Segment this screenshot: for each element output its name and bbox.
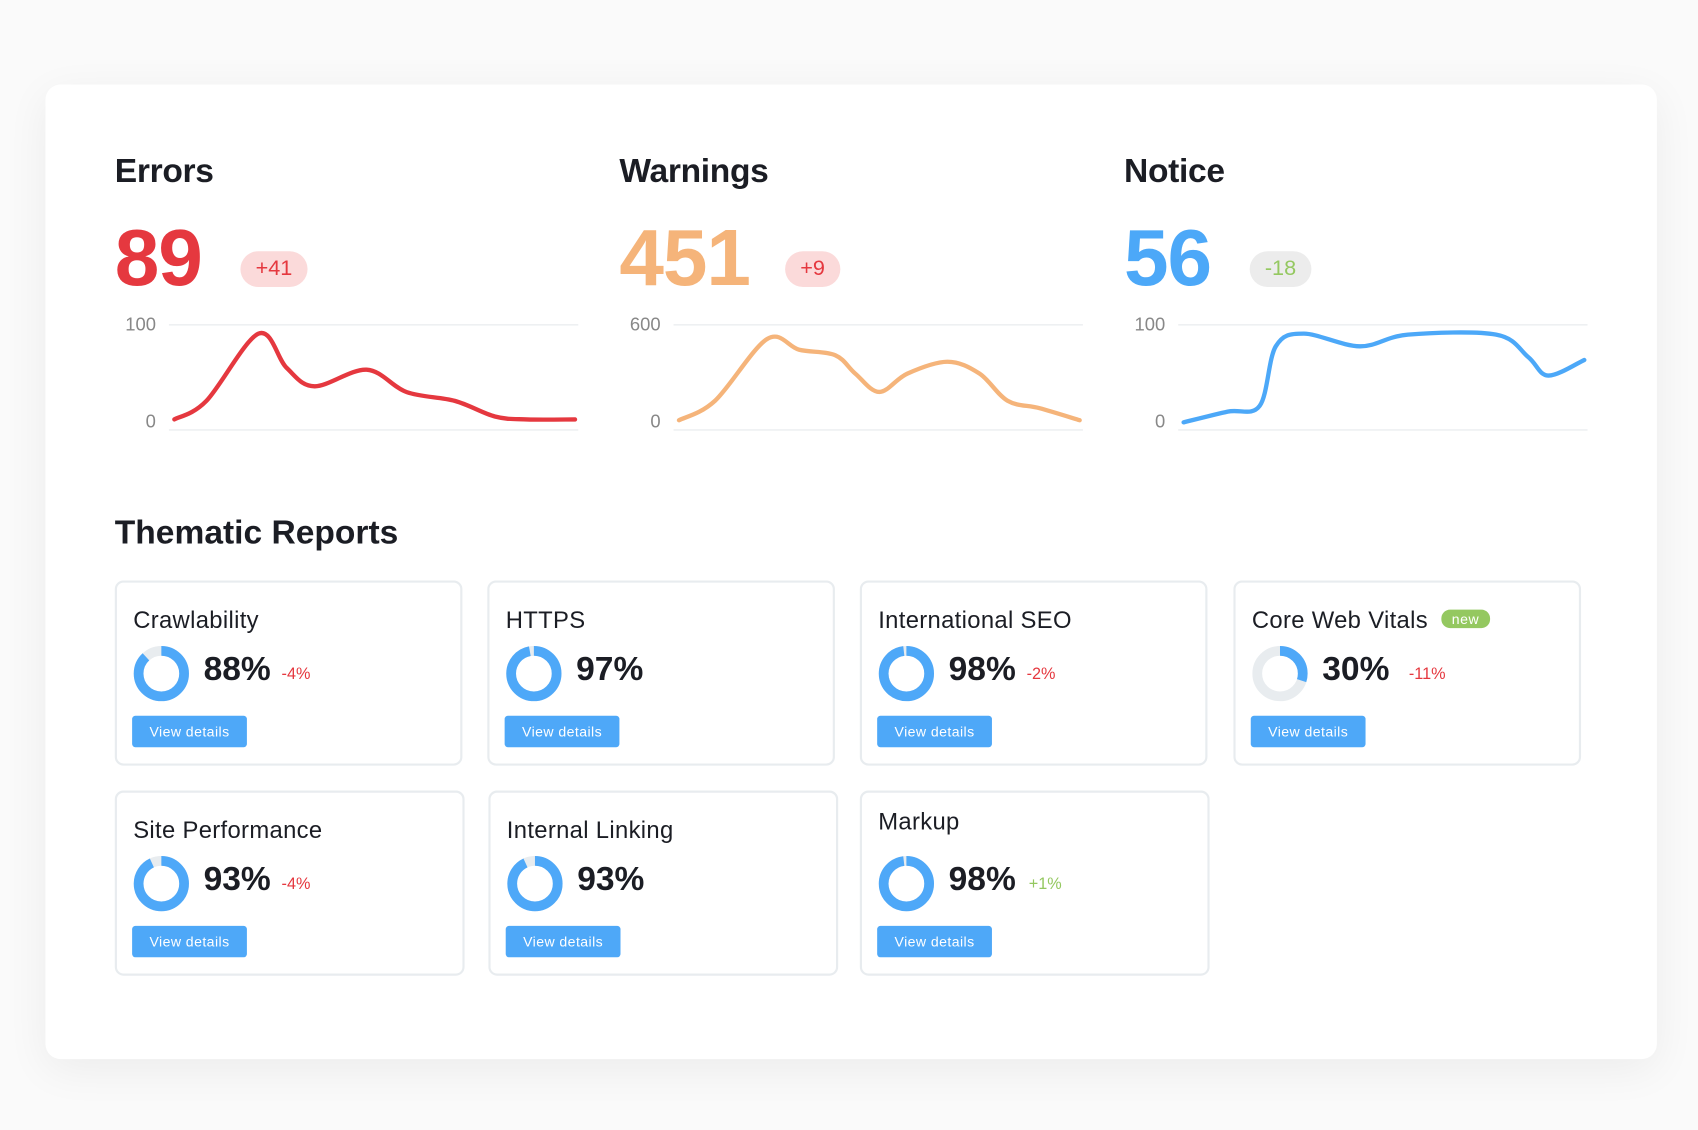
progress-donut bbox=[878, 645, 935, 702]
y-tick-label-min: 0 bbox=[650, 411, 661, 433]
report-change: +1% bbox=[1028, 874, 1062, 894]
report-title: Internal Linking bbox=[506, 816, 674, 844]
view-details-button[interactable]: View details bbox=[132, 715, 247, 748]
report-card-markup: Markup 98% +1% View details bbox=[859, 790, 1210, 976]
report-percent: 93% bbox=[577, 859, 645, 898]
progress-donut bbox=[878, 856, 935, 912]
report-card-https: HTTPS 97% View details bbox=[487, 580, 835, 766]
view-details-button[interactable]: View details bbox=[132, 925, 247, 958]
metric-delta-badge: +9 bbox=[785, 251, 841, 287]
metric-chart: 100 0 bbox=[115, 314, 581, 444]
report-change: -2% bbox=[1026, 664, 1056, 684]
metric-value: 56 bbox=[1124, 212, 1212, 303]
line-chart bbox=[1178, 324, 1588, 431]
metric-errors: Errors 89 +41 100 0 bbox=[114, 151, 581, 432]
metric-title: Warnings bbox=[619, 151, 769, 190]
donut-fill bbox=[507, 856, 563, 912]
metric-value: 89 bbox=[114, 212, 203, 303]
report-title-row: International SEO bbox=[878, 606, 1072, 634]
metric-title: Notice bbox=[1124, 151, 1225, 190]
progress-donut bbox=[506, 645, 562, 702]
report-card-international-seo: International SEO 98% -2% View details bbox=[859, 580, 1208, 766]
report-title-row: Internal Linking bbox=[507, 817, 674, 845]
series-line bbox=[676, 334, 1082, 423]
donut-fill bbox=[133, 856, 189, 912]
metric-chart: 600 0 bbox=[619, 314, 1085, 444]
series-line bbox=[1181, 330, 1587, 425]
report-title: International SEO bbox=[878, 606, 1072, 634]
view-details-button[interactable]: View details bbox=[1250, 715, 1366, 748]
metric-title: Errors bbox=[114, 151, 214, 190]
y-tick-label-min: 0 bbox=[145, 411, 156, 433]
report-percent: 98% bbox=[948, 649, 1016, 688]
y-tick-label-max: 600 bbox=[629, 314, 661, 335]
report-change: -11% bbox=[1408, 664, 1446, 684]
series-line bbox=[172, 331, 578, 422]
view-details-button[interactable]: View details bbox=[505, 925, 621, 958]
progress-donut bbox=[1252, 645, 1308, 702]
metric-delta-badge: -18 bbox=[1249, 251, 1312, 287]
metric-value: 451 bbox=[619, 212, 751, 303]
metric-chart: 100 0 bbox=[1124, 314, 1590, 444]
report-title-row: HTTPS bbox=[506, 606, 586, 634]
report-title: Crawlability bbox=[133, 606, 259, 634]
report-percent: 97% bbox=[576, 649, 644, 688]
y-tick-label-max: 100 bbox=[125, 314, 156, 335]
metric-notice: Notice 56 -18 100 0 bbox=[1124, 151, 1590, 432]
view-details-button[interactable]: View details bbox=[877, 715, 992, 748]
y-tick-label-max: 100 bbox=[1134, 314, 1166, 335]
donut-fill bbox=[1252, 645, 1308, 702]
report-title: HTTPS bbox=[505, 606, 586, 634]
metric-delta-badge: +41 bbox=[240, 251, 308, 287]
report-card-site-performance: Site Performance 93% -4% View details bbox=[114, 790, 465, 976]
progress-donut bbox=[133, 645, 189, 702]
report-title-row: Core Web Vitals new bbox=[1251, 606, 1491, 634]
report-card-crawlability: Crawlability 88% -4% View details bbox=[114, 580, 463, 766]
line-chart bbox=[673, 324, 1083, 431]
view-details-button[interactable]: View details bbox=[877, 925, 992, 958]
report-percent: 88% bbox=[203, 649, 271, 688]
report-title: Core Web Vitals bbox=[1251, 606, 1428, 634]
new-badge: new bbox=[1440, 609, 1491, 629]
report-percent: 93% bbox=[203, 859, 271, 898]
report-title-row: Crawlability bbox=[133, 606, 259, 634]
report-percent: 98% bbox=[948, 859, 1016, 898]
metric-warnings: Warnings 451 +9 600 0 bbox=[619, 151, 1085, 432]
report-change: -4% bbox=[281, 874, 311, 894]
report-card-internal-linking: Internal Linking 93% View details bbox=[488, 790, 839, 976]
progress-donut bbox=[133, 856, 189, 912]
view-details-button[interactable]: View details bbox=[504, 715, 620, 748]
report-card-core-web-vitals: Core Web Vitals new 30% -11% View details bbox=[1233, 580, 1582, 766]
line-chart bbox=[168, 324, 579, 431]
report-title: Markup bbox=[878, 807, 960, 835]
progress-donut bbox=[507, 856, 563, 912]
report-percent: 30% bbox=[1322, 649, 1390, 688]
donut-fill bbox=[878, 645, 935, 702]
report-change: -4% bbox=[281, 664, 311, 684]
section-title: Thematic Reports bbox=[114, 513, 399, 552]
donut-fill bbox=[506, 645, 562, 702]
report-title-row: Markup bbox=[878, 808, 959, 836]
donut-fill bbox=[878, 856, 935, 912]
donut-fill bbox=[133, 645, 189, 702]
report-title-row: Site Performance bbox=[133, 817, 322, 845]
y-tick-label-min: 0 bbox=[1154, 411, 1166, 433]
report-title: Site Performance bbox=[133, 816, 323, 844]
